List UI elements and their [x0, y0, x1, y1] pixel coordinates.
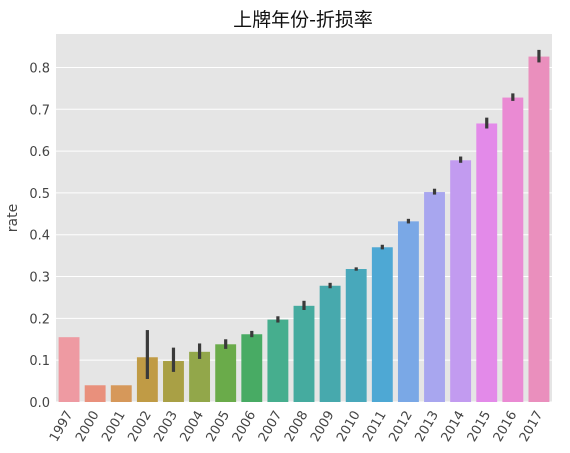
bar	[319, 285, 341, 402]
bar	[136, 357, 158, 402]
y-tick-label: 0.6	[29, 145, 50, 160]
y-tick-label: 0.4	[29, 229, 50, 244]
x-axis-ticks: 1997200020012002200320042005200620072008…	[47, 408, 546, 444]
bar	[215, 344, 237, 402]
bar	[84, 385, 106, 402]
x-tick-label: 2014	[439, 409, 469, 445]
y-tick-label: 0.7	[29, 103, 50, 118]
bar	[528, 56, 550, 402]
x-tick-label: 2017	[517, 409, 547, 445]
x-tick-label: 2012	[386, 409, 416, 445]
x-tick-label: 2003	[151, 409, 181, 445]
x-tick-label: 2016	[491, 409, 521, 445]
bar	[345, 269, 367, 402]
y-axis-label: rate	[5, 204, 21, 232]
x-tick-label: 2007	[256, 409, 286, 445]
x-tick-label: 2008	[282, 409, 312, 445]
chart-title: 上牌年份-折损率	[233, 9, 373, 31]
x-tick-label: 2001	[99, 409, 129, 445]
y-tick-label: 0.1	[29, 354, 50, 369]
bar	[293, 305, 315, 402]
x-tick-label: 2010	[334, 409, 364, 445]
bar	[450, 160, 472, 402]
x-tick-label: 2000	[73, 409, 103, 445]
bar	[371, 247, 393, 402]
y-tick-label: 0.2	[29, 312, 50, 327]
y-tick-label: 0.5	[29, 187, 50, 202]
x-tick-label: 2013	[412, 409, 442, 445]
y-axis-ticks: 0.0 0.1 0.2 0.3 0.4 0.5 0.6 0.7 0.8	[29, 61, 50, 411]
bar	[241, 334, 263, 402]
x-tick-label: 2002	[125, 409, 155, 445]
bar	[476, 123, 498, 402]
x-tick-label: 1997	[47, 409, 77, 445]
x-tick-label: 2015	[465, 408, 495, 444]
bar	[397, 221, 419, 402]
bar	[189, 351, 211, 402]
bar	[163, 361, 184, 402]
bar	[110, 385, 132, 402]
x-tick-label: 2005	[204, 409, 234, 445]
bar	[267, 319, 289, 402]
y-tick-label: 0.3	[29, 271, 50, 286]
x-tick-label: 2006	[230, 409, 260, 445]
bar	[58, 337, 80, 402]
bar	[424, 192, 445, 402]
y-tick-label: 0.0	[29, 396, 50, 411]
x-tick-label: 2004	[178, 409, 208, 445]
x-tick-label: 2009	[308, 409, 338, 445]
x-tick-label: 2011	[360, 409, 390, 445]
error-bars	[145, 49, 541, 379]
y-tick-label: 0.8	[29, 61, 50, 76]
bars	[58, 56, 550, 403]
bar	[502, 97, 524, 403]
